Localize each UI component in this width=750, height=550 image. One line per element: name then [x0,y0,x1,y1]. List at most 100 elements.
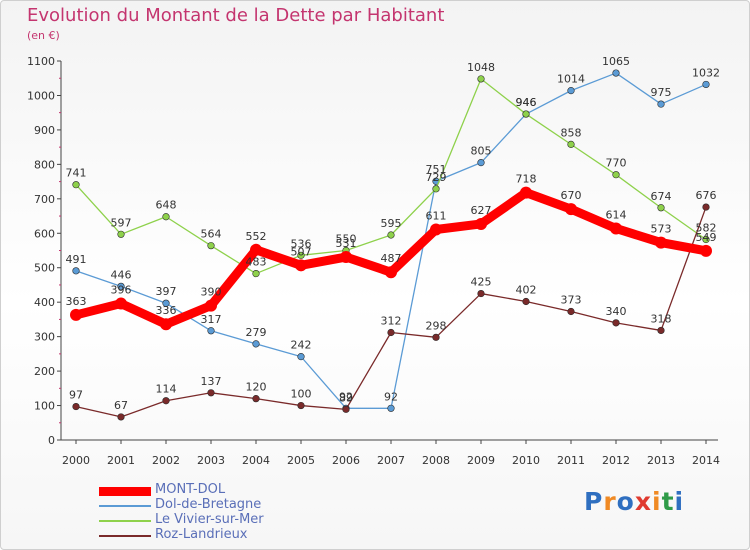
data-label: 946 [516,96,537,109]
logo-letter: x [634,487,652,516]
legend-swatch [99,505,151,507]
data-point [387,328,395,337]
data-point [657,100,665,108]
data-label: 1065 [602,55,630,68]
data-point [657,326,665,335]
data-point [70,308,82,321]
y-tick-label: 700 [34,193,55,206]
data-label: 298 [426,319,447,332]
x-tick-label: 2002 [152,454,180,467]
data-label: 317 [201,313,222,326]
data-point [295,259,307,272]
data-label: 582 [696,221,717,234]
data-point [340,251,352,264]
chart-unit: (en €) [27,29,60,42]
data-label: 676 [696,189,717,202]
data-label: 336 [156,304,177,317]
data-point [612,69,620,77]
y-tick-label: 500 [34,262,55,275]
y-tick-label: 400 [34,296,55,309]
x-tick-label: 2003 [197,454,225,467]
data-point [252,395,260,403]
data-label: 487 [381,252,402,265]
data-point [162,213,170,221]
data-point [477,75,485,83]
data-point [612,171,620,179]
data-point [567,87,575,95]
data-point [520,186,532,199]
data-point [207,242,215,250]
data-point [477,289,485,298]
y-tick-label: 1100 [27,55,55,68]
logo-letter: i [652,487,662,516]
data-label: 648 [156,199,177,212]
data-label: 595 [381,217,402,230]
data-point [252,269,260,278]
data-point [342,405,350,413]
logo-letter: r [603,487,617,516]
data-label: 507 [291,245,312,258]
x-tick-label: 2005 [287,454,315,467]
data-point [432,333,440,341]
data-label: 446 [111,268,132,281]
data-point [72,402,80,411]
data-label: 1032 [692,66,720,79]
data-label: 718 [516,173,537,186]
data-point [385,266,397,279]
data-point [700,244,712,257]
data-point [655,236,667,249]
data-label: 741 [66,167,87,180]
data-point [522,110,530,118]
data-label: 946 [516,96,537,109]
data-point [387,231,395,239]
data-label: 611 [426,209,447,222]
data-label: 1014 [557,73,585,86]
data-point [72,267,80,275]
data-label: 674 [651,190,672,203]
data-point [250,243,262,256]
legend-label: Roz-Landrieux [155,527,248,542]
y-tick-label: 100 [34,400,55,413]
data-point [297,401,305,410]
data-point [117,413,125,421]
data-label: 312 [381,315,402,328]
data-point [162,397,170,405]
legend-label: Le Vivier-sur-Mer [155,512,264,527]
data-label: 279 [246,326,267,339]
data-label: 89 [339,391,353,404]
data-point [702,203,710,211]
data-point [205,299,217,312]
data-label: 137 [201,375,222,388]
legend-label: MONT-DOL [155,482,226,497]
data-point [522,297,530,306]
y-tick-label: 900 [34,124,55,137]
x-tick-label: 2001 [107,454,135,467]
data-label: 363 [66,295,87,308]
data-label: 550 [336,233,357,246]
legend-swatch [99,535,151,537]
data-label: 751 [426,163,447,176]
data-label: 552 [246,230,267,243]
data-point [252,340,260,348]
series-lines [70,69,712,421]
data-point [117,230,125,238]
x-tick-label: 2000 [62,454,90,467]
data-label: 491 [66,253,87,266]
data-label: 483 [246,256,267,269]
data-label: 114 [156,383,177,396]
data-point [115,297,127,310]
data-label: 402 [516,283,537,296]
data-label: 67 [114,399,128,412]
x-tick-label: 2012 [602,454,630,467]
data-point [565,203,577,216]
y-tick-label: 1000 [27,89,55,102]
data-label: 729 [426,171,447,184]
axes: 0 100 200 300 400 500 600 700 800 900 1000 1100 2000… [27,55,720,467]
x-tick-label: 2013 [647,454,675,467]
logo-letter: t [661,487,675,516]
x-tick-label: 2007 [377,454,405,467]
chart-title: Evolution du Montant de la Dette par Hab… [27,5,445,26]
data-point [567,307,575,316]
